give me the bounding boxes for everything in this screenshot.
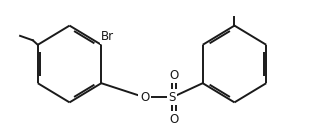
Text: Br: Br xyxy=(101,30,115,43)
Text: S: S xyxy=(168,91,176,104)
Text: O: O xyxy=(140,91,149,104)
Text: O: O xyxy=(170,69,179,82)
Text: O: O xyxy=(170,113,179,126)
